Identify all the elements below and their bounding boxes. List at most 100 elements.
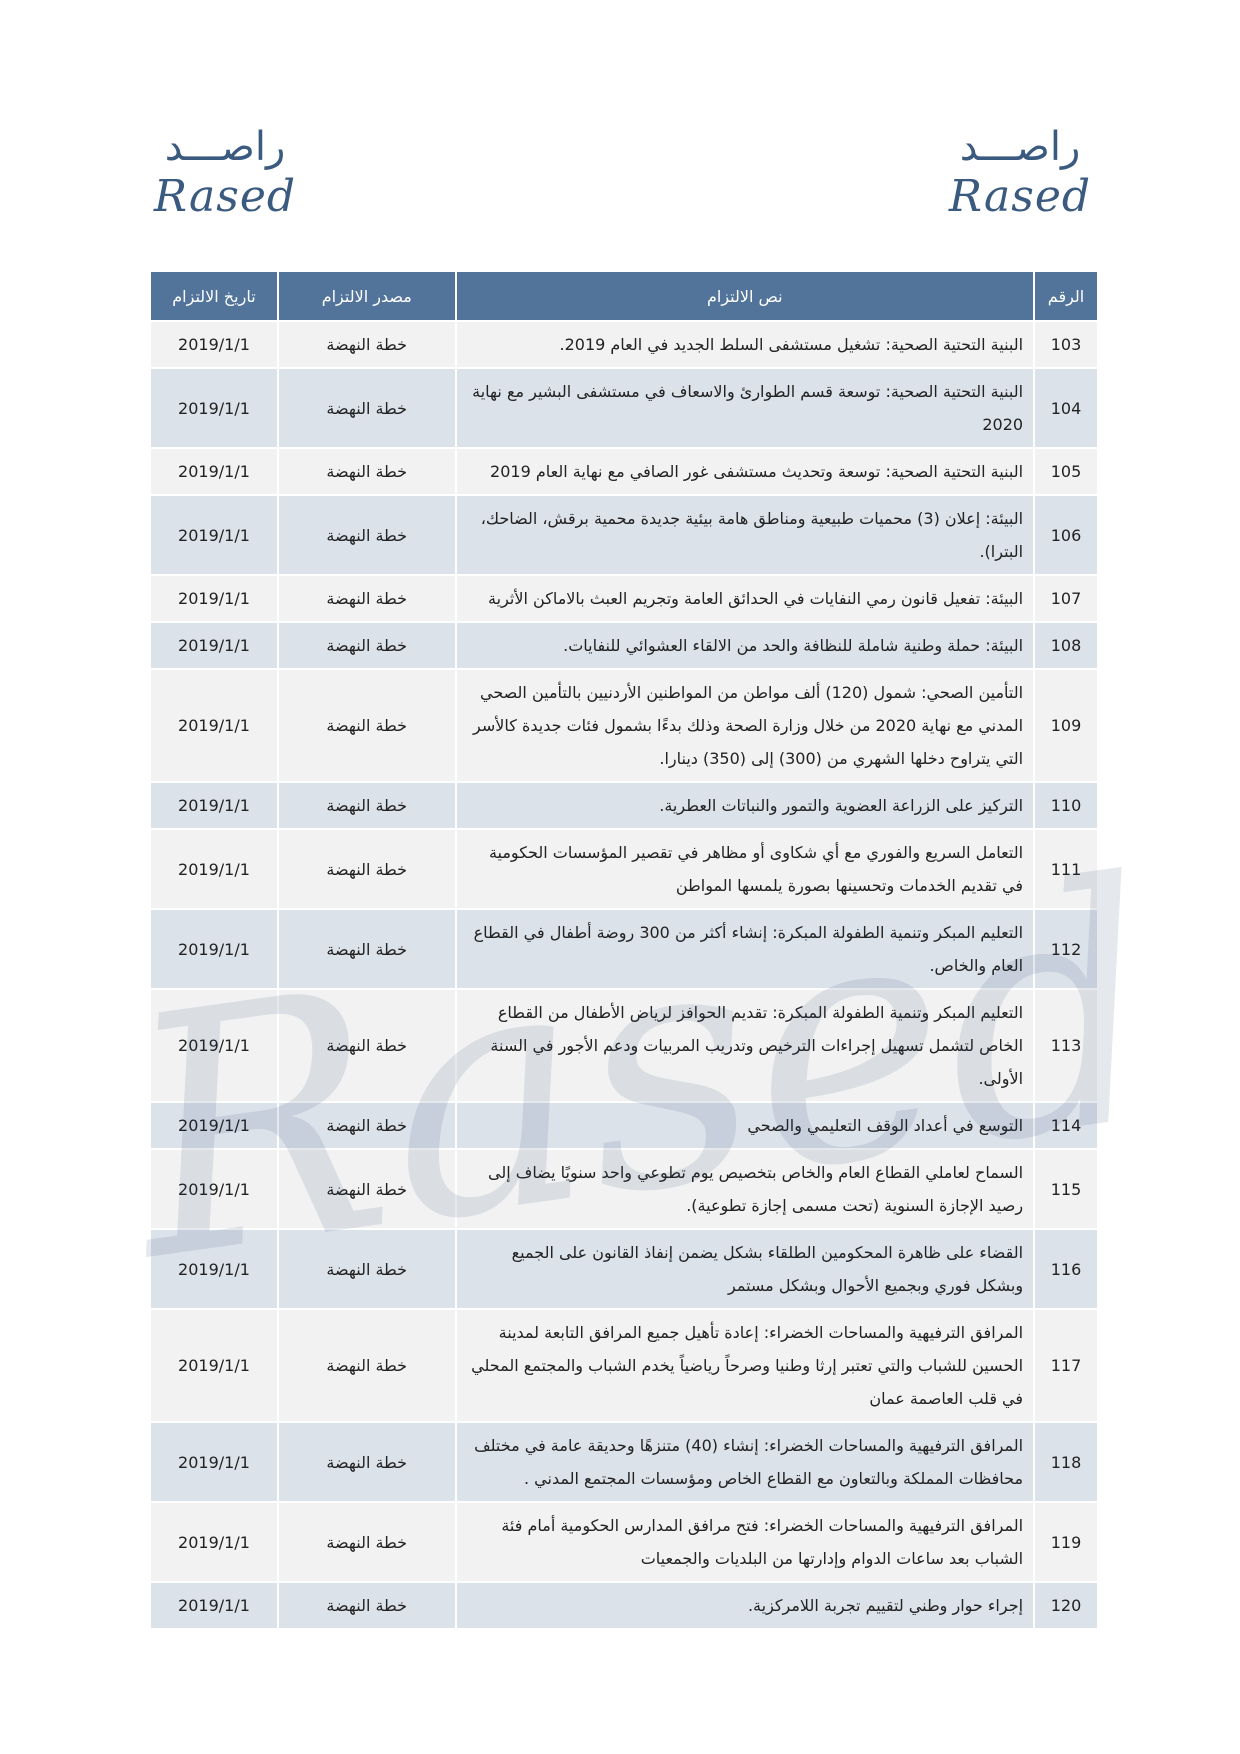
cell-src: خطة النهضة xyxy=(276,781,457,830)
cell-src: خطة النهضة xyxy=(276,1148,457,1230)
cell-num: 113 xyxy=(1033,988,1099,1103)
cell-date: 2019/1/1 xyxy=(149,1148,279,1230)
cell-src: خطة النهضة xyxy=(276,1501,457,1583)
cell-num: 119 xyxy=(1033,1501,1099,1583)
cell-txt: التعليم المبكر وتنمية الطفولة المبكرة: إ… xyxy=(454,908,1036,990)
table-row: 106 البيئة: إعلان (3) محميات طبيعية ومناط… xyxy=(149,494,1099,576)
cell-date: 2019/1/1 xyxy=(149,1101,279,1150)
cell-src: خطة النهضة xyxy=(276,1421,457,1503)
cell-src: خطة النهضة xyxy=(276,1101,457,1150)
cell-num: 107 xyxy=(1033,574,1099,623)
cell-txt: المرافق الترفيهية والمساحات الخضراء: إنش… xyxy=(454,1421,1036,1503)
table-row: 105 البنية التحتية الصحية: توسعة وتحديث م… xyxy=(149,447,1099,496)
cell-src: خطة النهضة xyxy=(276,320,457,369)
table-row: 107 البيئة: تفعيل قانون رمي النفايات في ا… xyxy=(149,574,1099,623)
header-cell: نص الالتزام xyxy=(454,270,1036,322)
table-row: 112 التعليم المبكر وتنمية الطفولة المبكرة… xyxy=(149,908,1099,990)
cell-src: خطة النهضة xyxy=(276,574,457,623)
header-cell: مصدر الالتزام xyxy=(276,270,457,322)
cell-txt: التوسع في أعداد الوقف التعليمي والصحي xyxy=(454,1101,1036,1150)
cell-num: 105 xyxy=(1033,447,1099,496)
header-cell: تاريخ الالتزام xyxy=(149,270,279,322)
cell-num: 110 xyxy=(1033,781,1099,830)
cell-num: 120 xyxy=(1033,1581,1099,1630)
cell-date: 2019/1/1 xyxy=(149,828,279,910)
header-cell: الرقم xyxy=(1033,270,1099,322)
logo: راصـــد Rased xyxy=(140,122,310,222)
table-row: 120 إجراء حوار وطني لتقييم تجربة اللامركز… xyxy=(149,1581,1099,1630)
cell-num: 115 xyxy=(1033,1148,1099,1230)
cell-txt: السماح لعاملي القطاع العام والخاص بتخصيص… xyxy=(454,1148,1036,1230)
table-body: 103 البنية التحتية الصحية: تشغيل مستشفى ا… xyxy=(149,320,1099,1630)
table-row: 109 التأمين الصحي: شمول (120) ألف مواطن م… xyxy=(149,668,1099,783)
cell-num: 117 xyxy=(1033,1308,1099,1423)
table-row: 114 التوسع في أعداد الوقف التعليمي والصحي… xyxy=(149,1101,1099,1150)
cell-num: 103 xyxy=(1033,320,1099,369)
cell-date: 2019/1/1 xyxy=(149,1308,279,1423)
cell-src: خطة النهضة xyxy=(276,1581,457,1630)
logo-latin: Rased xyxy=(948,171,1092,222)
header-row: الرقم نص الالتزام مصدر الالتزام تاريخ الالت… xyxy=(149,270,1099,322)
cell-num: 109 xyxy=(1033,668,1099,783)
table-row: 103 البنية التحتية الصحية: تشغيل مستشفى ا… xyxy=(149,320,1099,369)
logo-latin: Rased xyxy=(153,171,297,222)
cell-src: خطة النهضة xyxy=(276,367,457,449)
cell-date: 2019/1/1 xyxy=(149,988,279,1103)
cell-num: 118 xyxy=(1033,1421,1099,1503)
cell-date: 2019/1/1 xyxy=(149,320,279,369)
cell-txt: البنية التحتية الصحية: تشغيل مستشفى السل… xyxy=(454,320,1036,369)
cell-src: خطة النهضة xyxy=(276,621,457,670)
cell-num: 114 xyxy=(1033,1101,1099,1150)
cell-src: خطة النهضة xyxy=(276,668,457,783)
table-row: 115 السماح لعاملي القطاع العام والخاص بتخ… xyxy=(149,1148,1099,1230)
logo: راصـــد Rased xyxy=(935,122,1105,222)
cell-txt: التعامل السريع والفوري مع أي شكاوى أو مظ… xyxy=(454,828,1036,910)
table-row: 113 التعليم المبكر وتنمية الطفولة المبكرة… xyxy=(149,988,1099,1103)
cell-txt: التركيز على الزراعة العضوية والتمور والن… xyxy=(454,781,1036,830)
cell-date: 2019/1/1 xyxy=(149,1581,279,1630)
cell-src: خطة النهضة xyxy=(276,447,457,496)
logo-arabic: راصـــد xyxy=(959,124,1081,170)
cell-num: 116 xyxy=(1033,1228,1099,1310)
logo-arabic: راصـــد xyxy=(164,124,286,170)
cell-date: 2019/1/1 xyxy=(149,1501,279,1583)
cell-date: 2019/1/1 xyxy=(149,367,279,449)
cell-txt: القضاء على ظاهرة المحكومين الطلقاء بشكل … xyxy=(454,1228,1036,1310)
cell-src: خطة النهضة xyxy=(276,494,457,576)
cell-num: 104 xyxy=(1033,367,1099,449)
cell-num: 111 xyxy=(1033,828,1099,910)
cell-src: خطة النهضة xyxy=(276,1228,457,1310)
cell-date: 2019/1/1 xyxy=(149,1421,279,1503)
cell-txt: البيئة: حملة وطنية شاملة للنظافة والحد م… xyxy=(454,621,1036,670)
cell-src: خطة النهضة xyxy=(276,828,457,910)
cell-txt: إجراء حوار وطني لتقييم تجربة اللامركزية. xyxy=(454,1581,1036,1630)
cell-date: 2019/1/1 xyxy=(149,668,279,783)
cell-date: 2019/1/1 xyxy=(149,1228,279,1310)
table-row: 117 المرافق الترفيهية والمساحات الخضراء: … xyxy=(149,1308,1099,1423)
table-row: 108 البيئة: حملة وطنية شاملة للنظافة والح… xyxy=(149,621,1099,670)
cell-txt: البيئة: إعلان (3) محميات طبيعية ومناطق ه… xyxy=(454,494,1036,576)
cell-date: 2019/1/1 xyxy=(149,447,279,496)
table-row: 118 المرافق الترفيهية والمساحات الخضراء: … xyxy=(149,1421,1099,1503)
cell-txt: البنية التحتية الصحية: توسعة وتحديث مستش… xyxy=(454,447,1036,496)
cell-date: 2019/1/1 xyxy=(149,621,279,670)
table-row: 110 التركيز على الزراعة العضوية والتمور و… xyxy=(149,781,1099,830)
cell-date: 2019/1/1 xyxy=(149,908,279,990)
cell-txt: المرافق الترفيهية والمساحات الخضراء: إعا… xyxy=(454,1308,1036,1423)
table-row: 116 القضاء على ظاهرة المحكومين الطلقاء بش… xyxy=(149,1228,1099,1310)
cell-src: خطة النهضة xyxy=(276,1308,457,1423)
cell-txt: المرافق الترفيهية والمساحات الخضراء: فتح… xyxy=(454,1501,1036,1583)
cell-txt: التعليم المبكر وتنمية الطفولة المبكرة: ت… xyxy=(454,988,1036,1103)
cell-num: 106 xyxy=(1033,494,1099,576)
cell-date: 2019/1/1 xyxy=(149,781,279,830)
cell-num: 108 xyxy=(1033,621,1099,670)
table-row: 119 المرافق الترفيهية والمساحات الخضراء: … xyxy=(149,1501,1099,1583)
cell-txt: البنية التحتية الصحية: توسعة قسم الطوارئ… xyxy=(454,367,1036,449)
table-row: 104 البنية التحتية الصحية: توسعة قسم الطو… xyxy=(149,367,1099,449)
cell-date: 2019/1/1 xyxy=(149,494,279,576)
cell-num: 112 xyxy=(1033,908,1099,990)
table-row: 111 التعامل السريع والفوري مع أي شكاوى أو… xyxy=(149,828,1099,910)
cell-txt: البيئة: تفعيل قانون رمي النفايات في الحد… xyxy=(454,574,1036,623)
commitments-table: الرقم نص الالتزام مصدر الالتزام تاريخ الالت… xyxy=(149,270,1099,1630)
cell-src: خطة النهضة xyxy=(276,988,457,1103)
